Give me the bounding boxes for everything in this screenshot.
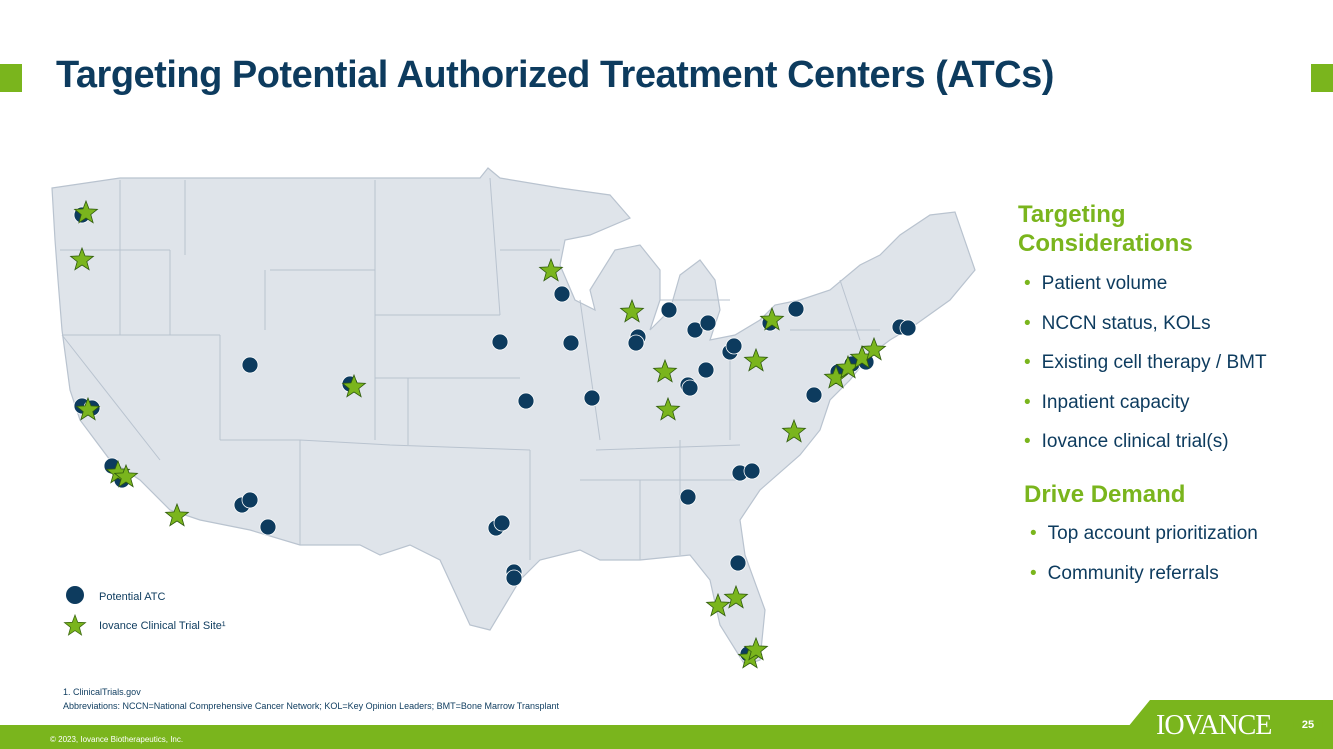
bullet-list: Top account prioritizationCommunity refe… xyxy=(1030,523,1258,602)
bullet: Community referrals xyxy=(1030,563,1258,603)
atc-dot xyxy=(679,488,697,506)
bullet-list: Patient volumeNCCN status, KOLsExisting … xyxy=(1024,273,1267,471)
trial-star xyxy=(69,246,95,271)
trial-star xyxy=(743,347,769,372)
bullet: Patient volume xyxy=(1024,273,1267,313)
trial-star xyxy=(113,463,139,488)
atc-dot xyxy=(241,356,259,374)
atc-dot xyxy=(899,319,917,337)
bullet: NCCN status, KOLs xyxy=(1024,313,1267,353)
atc-dot xyxy=(699,314,717,332)
trial-star xyxy=(538,257,564,282)
state-lines xyxy=(60,177,880,560)
atc-dot xyxy=(241,491,259,509)
trial-star xyxy=(652,358,678,383)
slide-title: Targeting Potential Authorized Treatment… xyxy=(56,54,1054,96)
atc-dot xyxy=(517,392,535,410)
trial-star xyxy=(164,502,190,527)
trial-star xyxy=(743,636,769,661)
trial-star xyxy=(723,584,749,609)
atc-dot xyxy=(660,301,678,319)
atc-dot xyxy=(697,361,715,379)
atc-dot xyxy=(583,389,601,407)
trial-star xyxy=(341,373,367,398)
atc-dot xyxy=(259,518,277,536)
legend-label: Iovance Clinical Trial Site¹ xyxy=(99,620,226,632)
bullet: Iovance clinical trial(s) xyxy=(1024,431,1267,471)
footnote: Abbreviations: NCCN=National Comprehensi… xyxy=(63,701,559,711)
section-heading: Targeting Considerations xyxy=(1018,201,1193,257)
us-map xyxy=(51,167,976,669)
footnote: 1. ClinicalTrials.gov xyxy=(63,687,141,697)
trial-star xyxy=(705,592,731,617)
accent-left xyxy=(0,64,22,92)
atc-dot xyxy=(505,569,523,587)
bullet: Existing cell therapy / BMT xyxy=(1024,352,1267,392)
legend-dot xyxy=(66,586,84,604)
trial-star xyxy=(655,396,681,421)
atc-dot xyxy=(627,334,645,352)
atc-dot xyxy=(562,334,580,352)
atc-dot xyxy=(743,462,761,480)
legend-star xyxy=(63,613,87,636)
atc-dot xyxy=(787,300,805,318)
us-outline xyxy=(51,167,976,666)
trial-star xyxy=(781,418,807,443)
atc-dot xyxy=(805,386,823,404)
legend-icons xyxy=(63,586,87,636)
atc-dot xyxy=(553,285,571,303)
section-heading: Drive Demand xyxy=(1024,481,1186,508)
copyright: © 2023, Iovance Biotherapeutics, Inc. xyxy=(50,735,184,744)
trial-star xyxy=(861,336,887,361)
atc-dot xyxy=(729,554,747,572)
trial-star xyxy=(759,306,785,331)
accent-right xyxy=(1311,64,1333,92)
atc-dot xyxy=(491,333,509,351)
logo: IOVANCE xyxy=(1156,710,1272,741)
atc-dot xyxy=(725,337,743,355)
trial-star xyxy=(75,396,101,421)
atc-dot xyxy=(681,379,699,397)
trial-star xyxy=(73,199,99,224)
page-number: 25 xyxy=(1293,710,1323,740)
footer-band xyxy=(0,725,1333,749)
atc-dot xyxy=(493,514,511,532)
bullet: Top account prioritization xyxy=(1030,523,1258,563)
atc-dot xyxy=(686,321,704,339)
legend-label: Potential ATC xyxy=(99,591,166,603)
bullet: Inpatient capacity xyxy=(1024,392,1267,432)
trial-star xyxy=(619,298,645,323)
